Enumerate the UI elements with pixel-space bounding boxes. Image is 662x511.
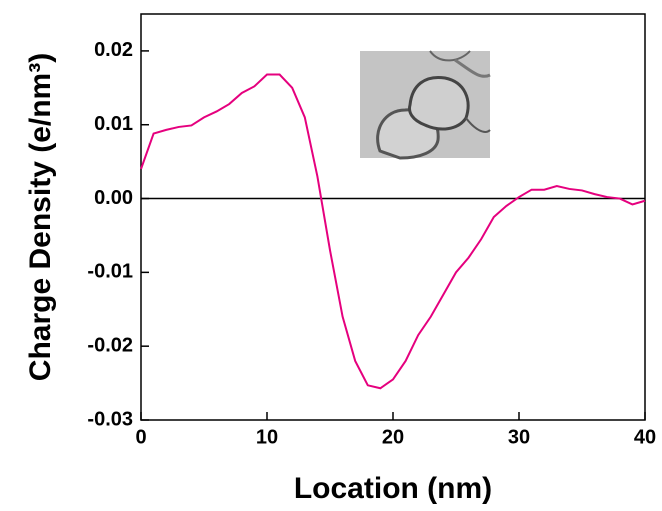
x-tick-label: 10 [256,426,278,448]
inset-image [360,50,491,160]
y-tick-label: -0.03 [87,408,133,430]
x-tick-label: 0 [135,426,146,448]
x-tick-label: 40 [634,426,656,448]
data-line [140,73,646,390]
y-tick-label: 0.01 [94,113,133,135]
x-tick-label: 30 [508,426,530,448]
y-tick-label: -0.01 [87,261,133,283]
x-axis-label: Location (nm) [294,472,492,505]
y-tick-label: 0.02 [94,39,133,61]
y-axis-label: Charge Density (e/nm³) [24,53,57,381]
y-tick-label: -0.02 [87,334,133,356]
y-tick-label: 0.00 [94,187,133,209]
x-tick-label: 20 [382,426,404,448]
